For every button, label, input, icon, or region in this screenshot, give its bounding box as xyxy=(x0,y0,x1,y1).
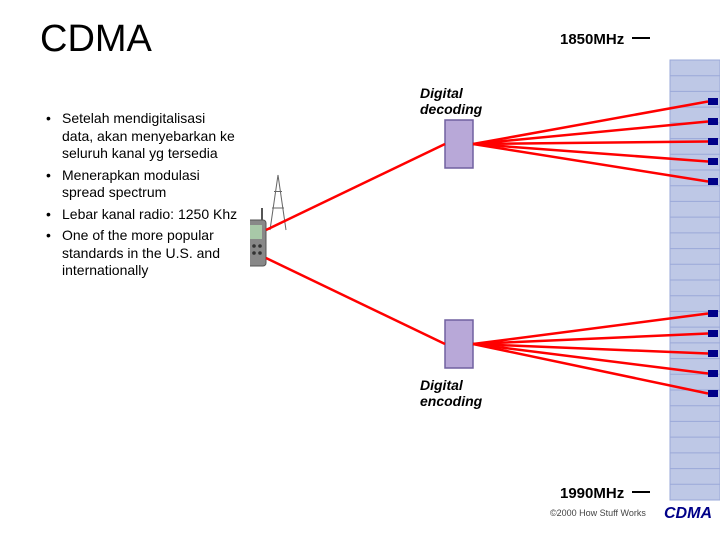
channel-slot xyxy=(708,330,718,337)
phone-key xyxy=(258,244,262,248)
freq-bottom-label: 1990MHz xyxy=(560,485,624,502)
channel-slot xyxy=(708,138,718,145)
bullet-item: Lebar kanal radio: 1250 Khz xyxy=(40,206,240,224)
tower-icon xyxy=(270,175,278,230)
signal-line xyxy=(266,144,445,230)
bullet-item: One of the more popular standards in the… xyxy=(40,227,240,280)
phone-screen xyxy=(250,225,262,239)
encode-label: encoding xyxy=(420,393,483,409)
cdma-logo: CDMA xyxy=(664,505,712,520)
freq-top-label: 1850MHz xyxy=(560,31,624,48)
phone-key xyxy=(258,251,262,255)
channel-slot xyxy=(708,310,718,317)
decode-box xyxy=(445,120,473,168)
channel-slot xyxy=(708,98,718,105)
decode-label: decoding xyxy=(420,101,483,117)
encode-label: Digital xyxy=(420,377,464,393)
phone-key xyxy=(252,251,256,255)
channel-slot xyxy=(708,370,718,377)
encode-box xyxy=(445,320,473,368)
cdma-diagram: 1850MHz1990MHzDigitaldecodingDigitalenco… xyxy=(250,20,720,520)
bullet-item: Setelah mendigitalisasi data, akan menye… xyxy=(40,110,240,163)
channel-slot xyxy=(708,178,718,185)
channel-slot xyxy=(708,390,718,397)
slide-title: CDMA xyxy=(40,18,152,61)
channel-slot xyxy=(708,118,718,125)
channel-slot xyxy=(708,158,718,165)
copyright-text: ©2000 How Stuff Works xyxy=(550,508,646,518)
phone-key xyxy=(252,244,256,248)
bullet-item: Menerapkan modulasi spread spectrum xyxy=(40,167,240,202)
signal-line xyxy=(266,258,445,344)
bullet-list: Setelah mendigitalisasi data, akan menye… xyxy=(40,110,240,284)
decode-label: Digital xyxy=(420,85,464,101)
channel-slot xyxy=(708,350,718,357)
